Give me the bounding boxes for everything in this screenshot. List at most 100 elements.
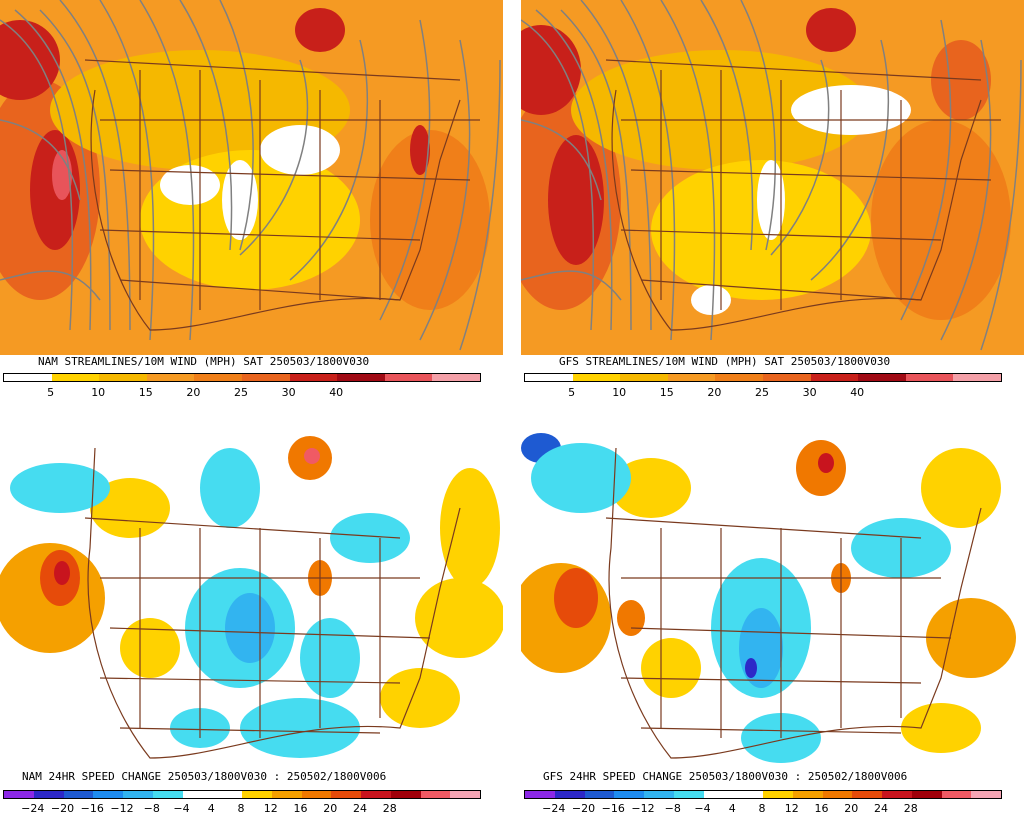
panel-gfs-speed-change: GFS 24HR SPEED CHANGE 250503/1800V030 : …: [521, 418, 1024, 819]
caption-nam-streamlines: NAM STREAMLINES/10M WIND (MPH) SAT 25050…: [38, 355, 370, 368]
colorbar-tick-label: −4: [694, 802, 711, 815]
colorbar-swatch: [123, 791, 153, 798]
colorbar-swatch: [271, 791, 302, 798]
colorbar-tick-label: 24: [353, 802, 367, 815]
colorbar-swatch: [667, 374, 716, 381]
colorbar-swatch: [971, 791, 1001, 798]
colorbar-swatch: [554, 791, 585, 798]
colorbar-swatch: [810, 374, 859, 381]
colorbar-swatch: [905, 374, 954, 381]
panel-nam-speed-change: NAM 24HR SPEED CHANGE 250503/1800V030 : …: [0, 418, 503, 819]
colorbar-tick-label: −12: [110, 802, 134, 815]
colorbar-swatch: [242, 791, 272, 798]
map-canvas-nam-change: [0, 428, 503, 783]
colorbar-swatch: [63, 791, 94, 798]
colorbar-swatch: [390, 791, 421, 798]
colorbar-tick-label: 12: [784, 802, 799, 815]
colorbar-tick-label: 10: [91, 386, 106, 399]
colorbar-tick-label: −4: [173, 802, 190, 815]
wind-map-nam: [0, 0, 503, 355]
colorbar-swatch: [792, 791, 823, 798]
colorbar-swatch: [953, 374, 1001, 381]
colorbar-tick-label: 5: [47, 386, 55, 399]
colorbar-tick-label: 20: [323, 802, 338, 815]
colorbar-ticks-gfs-streamlines: 5 10 15 20 25 30 40: [524, 386, 1000, 400]
colorbar-swatch: [525, 791, 555, 798]
colorbar-tick-label: −24: [542, 802, 566, 815]
colorbar-tick-label: −24: [21, 802, 45, 815]
colorbar-swatch: [212, 791, 242, 798]
colorbar-tick-label: 15: [138, 386, 153, 399]
colorbar-swatch: [620, 374, 668, 381]
colorbar-swatch: [146, 374, 195, 381]
caption-gfs-speed-change: GFS 24HR SPEED CHANGE 250503/1800V030 : …: [543, 770, 908, 783]
colorbar-swatch: [432, 374, 480, 381]
colorbar-swatch: [337, 374, 385, 381]
speed-change-map-gfs: [521, 428, 1024, 783]
colorbar-swatch: [882, 791, 912, 798]
colorbar-swatch: [384, 374, 433, 381]
colorbar-tick-label: 24: [874, 802, 888, 815]
map-canvas-gfs-stream: [521, 0, 1024, 355]
colorbar-tick-label: 20: [186, 386, 201, 399]
colorbar-tick-label: 8: [237, 802, 245, 815]
colorbar-tick-label: −16: [601, 802, 625, 815]
colorbar-tick-label: 15: [659, 386, 674, 399]
colorbar-swatch: [941, 791, 972, 798]
colorbar-swatch: [572, 374, 621, 381]
colorbar-tick-label: 10: [612, 386, 627, 399]
colorbar-swatch: [33, 791, 64, 798]
colorbar-swatch: [99, 374, 147, 381]
colorbar-tick-label: 16: [293, 802, 308, 815]
colorbar-tick-label: 20: [844, 802, 859, 815]
wind-map-gfs: [521, 0, 1024, 355]
colorbar-tick-label: 4: [207, 802, 215, 815]
colorbar-tick-label: 40: [329, 386, 344, 399]
colorbar-swatch: [733, 791, 763, 798]
speed-change-map-nam: [0, 428, 503, 783]
colorbar-gfs-speed-change: [524, 790, 1002, 799]
colorbar-swatch: [289, 374, 338, 381]
caption-gfs-streamlines: GFS STREAMLINES/10M WIND (MPH) SAT 25050…: [559, 355, 891, 368]
colorbar-swatch: [4, 374, 52, 381]
colorbar-gfs-streamlines: [524, 373, 1002, 382]
colorbar-tick-label: 30: [802, 386, 817, 399]
colorbar-swatch: [614, 791, 644, 798]
colorbar-swatch: [852, 791, 882, 798]
colorbar-swatch: [673, 791, 704, 798]
colorbar-tick-label: −16: [80, 802, 104, 815]
colorbar-swatch: [858, 374, 906, 381]
colorbar-nam-streamlines: [3, 373, 481, 382]
colorbar-swatch: [4, 791, 34, 798]
colorbar-tick-label: 40: [850, 386, 865, 399]
colorbar-swatch: [450, 791, 480, 798]
colorbar-tick-label: 8: [758, 802, 766, 815]
colorbar-tick-label: −8: [143, 802, 160, 815]
panel-gfs-streamlines: GFS STREAMLINES/10M WIND (MPH) SAT 25050…: [521, 0, 1024, 400]
colorbar-swatch: [182, 791, 213, 798]
colorbar-swatch: [525, 374, 573, 381]
panel-nam-streamlines: NAM STREAMLINES/10M WIND (MPH) SAT 25050…: [0, 0, 503, 400]
colorbar-tick-label: 5: [568, 386, 576, 399]
colorbar-swatch: [763, 791, 793, 798]
colorbar-tick-label: 25: [234, 386, 248, 399]
colorbar-swatch: [241, 374, 290, 381]
colorbar-swatch: [644, 791, 674, 798]
colorbar-tick-label: 16: [814, 802, 829, 815]
colorbar-ticks-nam-streamlines: 5 10 15 20 25 30 40: [3, 386, 479, 400]
colorbar-swatch: [301, 791, 332, 798]
colorbar-swatch: [762, 374, 811, 381]
colorbar-swatch: [331, 791, 361, 798]
colorbar-swatch: [51, 374, 100, 381]
colorbar-tick-label: 4: [728, 802, 736, 815]
colorbar-swatch: [194, 374, 242, 381]
colorbar-tick-label: 25: [755, 386, 769, 399]
colorbar-swatch: [911, 791, 942, 798]
colorbar-tick-label: 28: [382, 802, 397, 815]
colorbar-tick-label: −20: [571, 802, 596, 815]
colorbar-swatch: [715, 374, 763, 381]
colorbar-nam-speed-change: [3, 790, 481, 799]
colorbar-swatch: [822, 791, 853, 798]
colorbar-tick-label: 28: [903, 802, 918, 815]
map-canvas-nam-stream: [0, 0, 503, 355]
